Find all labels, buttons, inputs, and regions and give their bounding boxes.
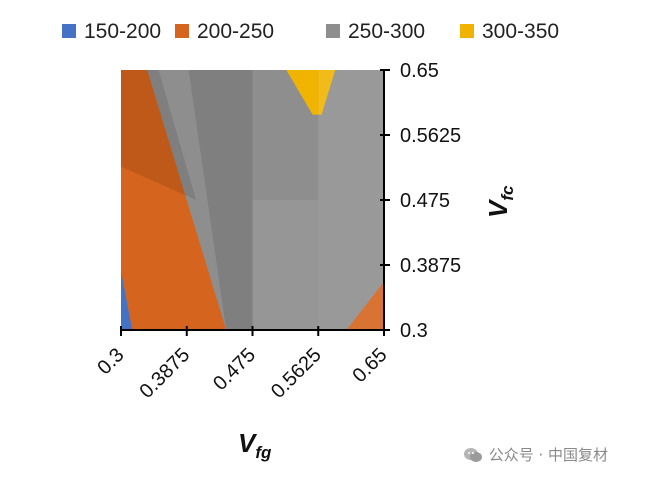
surface-facet-3 xyxy=(121,70,197,200)
legend-label: 200-250 xyxy=(197,20,274,43)
watermark-text: 公众号 · 中国复材 xyxy=(488,446,608,464)
x-axis: 0.3 0.3875 0.475 0.5625 0.65 xyxy=(93,326,392,403)
legend-swatch xyxy=(460,24,474,38)
x-tick-label: 0.475 xyxy=(209,344,260,395)
legend-item-250-300: 250-300 xyxy=(326,20,425,43)
legend-item-300-350: 300-350 xyxy=(460,20,559,43)
legend-label: 250-300 xyxy=(348,20,425,43)
legend-item-200-250: 200-250 xyxy=(175,20,274,43)
x-tick-label: 0.65 xyxy=(348,344,391,387)
y-tick-label: 0.475 xyxy=(400,190,450,212)
surface-facet-1 xyxy=(318,70,384,330)
wechat-icon xyxy=(463,447,482,462)
y-tick-label: 0.3875 xyxy=(400,255,461,277)
legend-label: 150-200 xyxy=(84,20,161,43)
y-tick-label: 0.5625 xyxy=(400,125,461,147)
y-axis-label: Vfc xyxy=(483,185,517,218)
legend-item-150-200: 150-200 xyxy=(62,20,161,43)
region-200-250-4 xyxy=(346,281,384,330)
x-tick-label: 0.5625 xyxy=(267,344,326,403)
legend-swatch xyxy=(175,24,189,38)
y-tick-label: 0.65 xyxy=(400,60,439,82)
x-axis-label: Vfg xyxy=(238,428,272,462)
region-300-350-3 xyxy=(286,70,336,115)
legend-swatch xyxy=(62,24,76,38)
region-250-300-2 xyxy=(147,70,384,330)
legend-swatch xyxy=(326,24,340,38)
plot-area xyxy=(121,70,384,330)
region-150-200-0 xyxy=(121,270,133,330)
x-tick-label: 0.3 xyxy=(93,344,128,379)
watermark: 公众号 · 中国复材 xyxy=(463,444,608,465)
x-tick-label: 0.3875 xyxy=(135,344,194,403)
surface-facet-2 xyxy=(252,200,319,330)
y-tick-label: 0.3 xyxy=(400,320,428,342)
y-axis: 0.3 0.3875 0.475 0.5625 0.65 xyxy=(380,60,461,342)
legend: 150-200 200-250 250-300 300-350 xyxy=(62,20,559,43)
surface-facet-0 xyxy=(188,70,253,330)
region-200-250-1 xyxy=(121,70,227,330)
legend-label: 300-350 xyxy=(482,20,559,43)
